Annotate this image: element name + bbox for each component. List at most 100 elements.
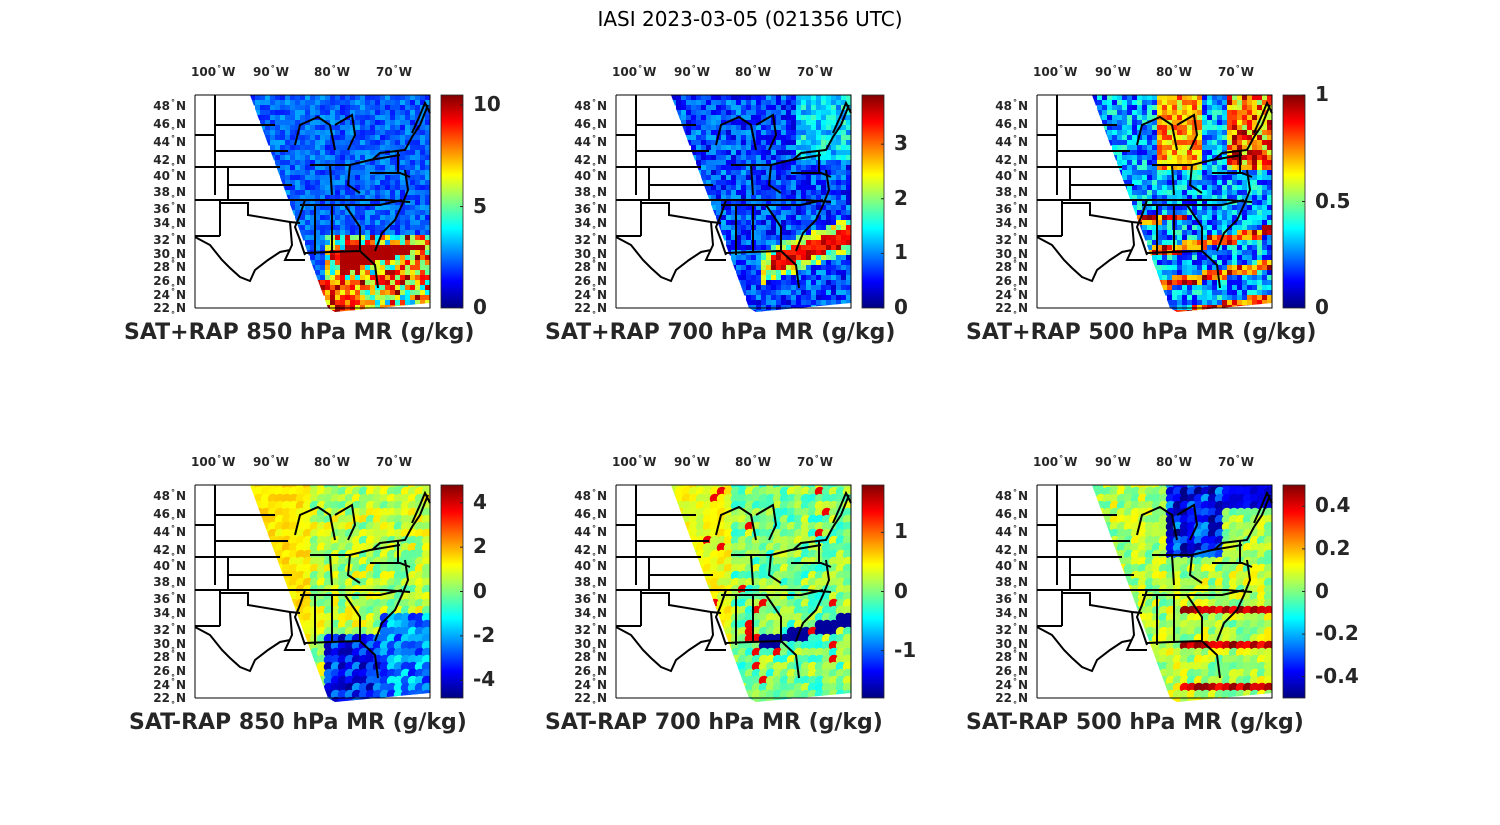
data-cell — [355, 120, 361, 126]
data-cell — [851, 110, 857, 116]
data-cell — [1182, 120, 1188, 126]
data-cell — [375, 250, 381, 256]
data-cell — [1142, 125, 1148, 131]
data-cell — [410, 105, 416, 111]
boundary-line — [725, 249, 800, 289]
y-tick-suffix: N — [175, 135, 186, 149]
data-cell — [330, 95, 336, 101]
data-cell — [395, 260, 401, 266]
data-cell — [350, 125, 356, 131]
data-cell — [295, 145, 301, 151]
data-cell — [1207, 245, 1213, 251]
data-cell — [400, 265, 406, 271]
data-cell — [395, 295, 401, 301]
data-cell — [270, 120, 276, 126]
data-cell — [425, 205, 430, 211]
data-cell — [1207, 105, 1213, 111]
data-cell — [846, 100, 851, 106]
data-cell — [360, 235, 366, 241]
data-cell — [791, 310, 797, 312]
data-cell — [1197, 240, 1203, 246]
degree-symbol: ° — [170, 584, 175, 593]
data-cell — [1247, 270, 1253, 276]
data-cell — [345, 130, 351, 136]
data-cell — [741, 120, 747, 126]
data-cell — [420, 130, 426, 136]
data-cell — [746, 150, 752, 156]
data-cell — [1192, 295, 1198, 301]
data-cell — [430, 205, 436, 211]
data-cell — [701, 125, 707, 131]
y-tick-value: 46 — [574, 117, 591, 131]
data-cell — [265, 95, 271, 101]
y-tick-suffix: N — [596, 247, 607, 261]
data-cell — [731, 165, 737, 171]
data-cell — [746, 300, 752, 306]
data-cell — [821, 280, 827, 286]
data-cell — [791, 215, 797, 221]
data-cell — [1272, 240, 1278, 246]
data-cell — [1242, 295, 1248, 301]
y-tick-suffix: N — [175, 274, 186, 288]
data-cell — [380, 300, 386, 306]
data-cell — [345, 280, 351, 286]
data-cell — [816, 275, 822, 281]
y-tick-value: 28 — [574, 260, 591, 274]
data-cell — [1257, 285, 1263, 291]
data-cell — [420, 150, 426, 156]
data-cell — [1202, 145, 1208, 151]
data-cell — [816, 270, 822, 276]
data-cell — [345, 260, 351, 266]
data-cell — [290, 95, 296, 101]
data-cell — [1202, 245, 1208, 251]
data-cell — [365, 290, 371, 296]
data-cell — [1187, 295, 1193, 301]
data-cell — [851, 210, 857, 216]
data-cell — [295, 95, 301, 101]
data-cell — [851, 250, 857, 256]
data-cell — [711, 210, 717, 216]
data-cell — [340, 120, 346, 126]
data-cell — [791, 280, 797, 286]
map-plot-area — [615, 484, 885, 702]
data-cell — [761, 310, 767, 312]
data-cell — [425, 210, 430, 216]
data-cell — [846, 160, 851, 166]
x-tick-suffix: W — [1240, 65, 1254, 79]
data-cell — [420, 175, 426, 181]
data-cell — [1157, 280, 1163, 286]
map-plot-area — [194, 484, 464, 702]
data-cell — [761, 205, 767, 211]
data-cell — [791, 125, 797, 131]
data-cell — [801, 300, 807, 306]
data-cell — [841, 205, 847, 211]
data-cell — [300, 100, 306, 106]
data-cell — [345, 100, 351, 106]
data-cell — [325, 255, 331, 261]
data-cell — [741, 100, 747, 106]
data-cell — [1197, 120, 1203, 126]
data-cell — [335, 105, 341, 111]
data-cell — [1162, 195, 1168, 201]
data-cell — [340, 110, 346, 116]
data-cell — [776, 145, 782, 151]
data-cell — [1242, 300, 1248, 306]
data-cell — [425, 200, 430, 206]
data-cell — [701, 120, 707, 126]
data-cell — [385, 140, 391, 146]
data-cell — [1102, 130, 1108, 136]
data-cell — [1192, 110, 1198, 116]
data-cell — [355, 280, 361, 286]
data-cell — [706, 160, 712, 166]
data-cell — [1112, 145, 1118, 151]
data-cell — [811, 135, 817, 141]
boundary-line — [1253, 100, 1273, 134]
data-cell — [821, 105, 827, 111]
data-cell — [746, 265, 752, 271]
data-cell — [806, 295, 812, 301]
data-cell — [285, 95, 291, 101]
data-cell — [295, 210, 301, 216]
data-cell — [751, 145, 757, 151]
y-tick-value: 38 — [995, 185, 1012, 199]
data-cell — [410, 230, 416, 236]
